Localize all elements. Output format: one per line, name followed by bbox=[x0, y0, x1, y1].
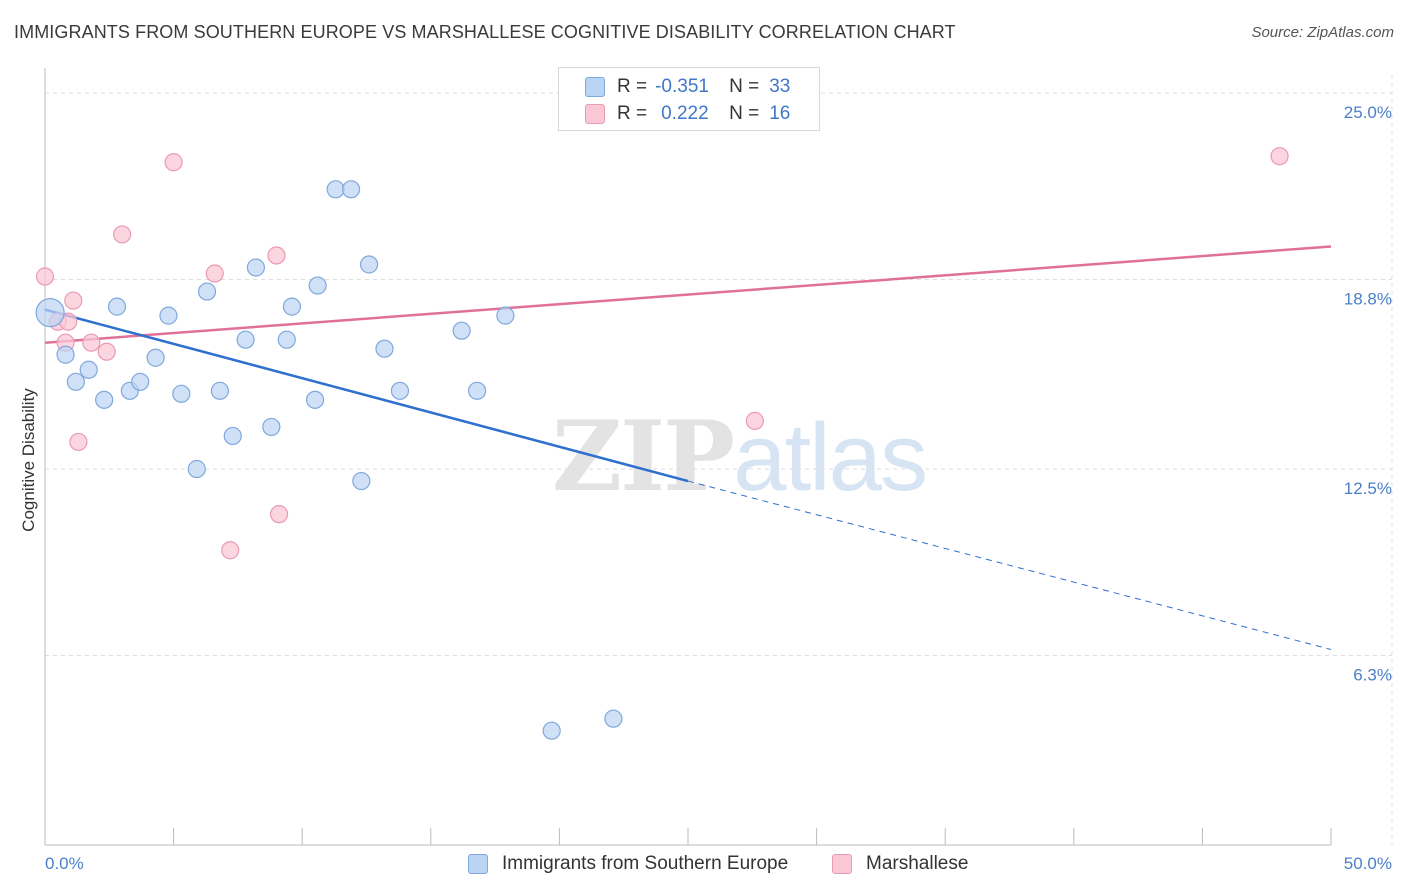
trend-line-marshallese bbox=[44, 245, 1332, 344]
point-immigrants bbox=[79, 360, 98, 379]
legend-n-label: N = bbox=[729, 103, 760, 124]
point-immigrants bbox=[308, 276, 327, 295]
point-immigrants bbox=[277, 330, 296, 349]
point-marshallese bbox=[113, 225, 132, 244]
point-immigrants bbox=[95, 390, 114, 409]
point-marshallese bbox=[745, 411, 764, 430]
trend-line-immigrants-extension bbox=[687, 480, 1332, 650]
y-tick-label: 12.5% bbox=[1344, 479, 1392, 498]
point-immigrants bbox=[305, 390, 325, 409]
point-immigrants bbox=[359, 255, 379, 274]
point-immigrants bbox=[496, 306, 515, 325]
bottom-legend-marshallese: Marshallese bbox=[832, 851, 968, 877]
point-immigrants bbox=[197, 282, 217, 301]
point-marshallese bbox=[97, 342, 116, 361]
y-tick-label: 25.0% bbox=[1344, 103, 1392, 122]
point-immigrants bbox=[452, 321, 471, 340]
point-immigrants bbox=[375, 339, 394, 358]
trend-line-immigrants bbox=[44, 308, 689, 483]
chart-title: IMMIGRANTS FROM SOUTHERN EUROPE VS MARSH… bbox=[14, 22, 956, 42]
point-immigrants bbox=[187, 459, 206, 479]
watermark-zip: ZIP bbox=[552, 400, 735, 513]
point-marshallese bbox=[267, 246, 286, 265]
x-tick-label: 50.0% bbox=[1344, 854, 1392, 873]
point-marshallese bbox=[1270, 147, 1289, 166]
x-tick-label: 0.0% bbox=[45, 854, 84, 873]
legend-row-marshallese: R = 0.222 N = 16 bbox=[585, 101, 790, 127]
point-marshallese bbox=[35, 267, 55, 286]
point-immigrants bbox=[542, 721, 561, 740]
watermark-atlas: atlas bbox=[733, 404, 928, 511]
y-axis-title: Cognitive Disability bbox=[19, 388, 38, 532]
point-marshallese bbox=[164, 153, 183, 172]
legend-r-label: R = bbox=[617, 103, 648, 124]
point-immigrants bbox=[341, 180, 361, 199]
point-immigrants bbox=[66, 372, 85, 391]
point-immigrants bbox=[107, 297, 127, 316]
grid-lines bbox=[45, 75, 1393, 845]
point-immigrants bbox=[262, 417, 281, 437]
bottom-legend-label: Immigrants from Southern Europe bbox=[502, 853, 789, 874]
point-marshallese bbox=[69, 432, 88, 452]
point-immigrants bbox=[131, 372, 150, 391]
correlation-legend: R = -0.351 N = 33 R = 0.222 N = 16 bbox=[558, 67, 820, 131]
point-immigrants bbox=[236, 330, 255, 349]
point-immigrants bbox=[282, 297, 302, 316]
point-immigrants bbox=[172, 384, 191, 403]
point-marshallese bbox=[221, 541, 240, 560]
legend-swatch-blue bbox=[585, 77, 605, 97]
point-immigrants bbox=[467, 381, 487, 400]
point-marshallese bbox=[82, 333, 101, 352]
point-immigrants bbox=[352, 471, 371, 491]
point-immigrants bbox=[246, 258, 266, 277]
data-points bbox=[35, 147, 1289, 740]
legend-r-label: R = bbox=[617, 76, 648, 97]
legend-row-immigrants: R = -0.351 N = 33 bbox=[585, 74, 790, 100]
point-marshallese bbox=[205, 264, 224, 283]
legend-r-value: -0.351 bbox=[655, 76, 709, 97]
y-tick-label: 18.8% bbox=[1344, 290, 1392, 309]
point-marshallese bbox=[64, 291, 83, 310]
point-immigrants bbox=[35, 298, 65, 328]
point-immigrants bbox=[146, 348, 165, 367]
legend-n-value: 16 bbox=[769, 103, 791, 124]
watermark: ZIPatlas bbox=[552, 400, 928, 513]
point-marshallese bbox=[269, 505, 289, 524]
bottom-legend-immigrants: Immigrants from Southern Europe bbox=[468, 851, 788, 877]
bottom-legend-swatch-blue bbox=[468, 854, 488, 874]
axes bbox=[44, 68, 1332, 846]
y-tick-label: 6.3% bbox=[1353, 666, 1392, 685]
point-immigrants bbox=[223, 426, 242, 446]
legend-n-value: 33 bbox=[769, 76, 791, 97]
bottom-legend-label: Marshallese bbox=[866, 853, 969, 874]
legend-n-label: N = bbox=[729, 76, 760, 97]
trend-lines bbox=[44, 245, 1332, 650]
bottom-legend-swatch-pink bbox=[832, 854, 852, 874]
point-immigrants bbox=[159, 306, 178, 325]
legend-swatch-pink bbox=[585, 104, 605, 124]
source-label: Source: ZipAtlas.com bbox=[1251, 24, 1394, 41]
point-immigrants bbox=[56, 345, 75, 364]
axis-labels: 6.3% 12.5% 18.8% 25.0% 0.0% 50.0% Cognitive Di… bbox=[19, 103, 1392, 873]
point-immigrants bbox=[390, 381, 410, 400]
point-immigrants bbox=[210, 381, 229, 400]
point-immigrants bbox=[604, 709, 623, 728]
legend-r-value: 0.222 bbox=[661, 103, 709, 124]
point-immigrants bbox=[326, 180, 345, 199]
